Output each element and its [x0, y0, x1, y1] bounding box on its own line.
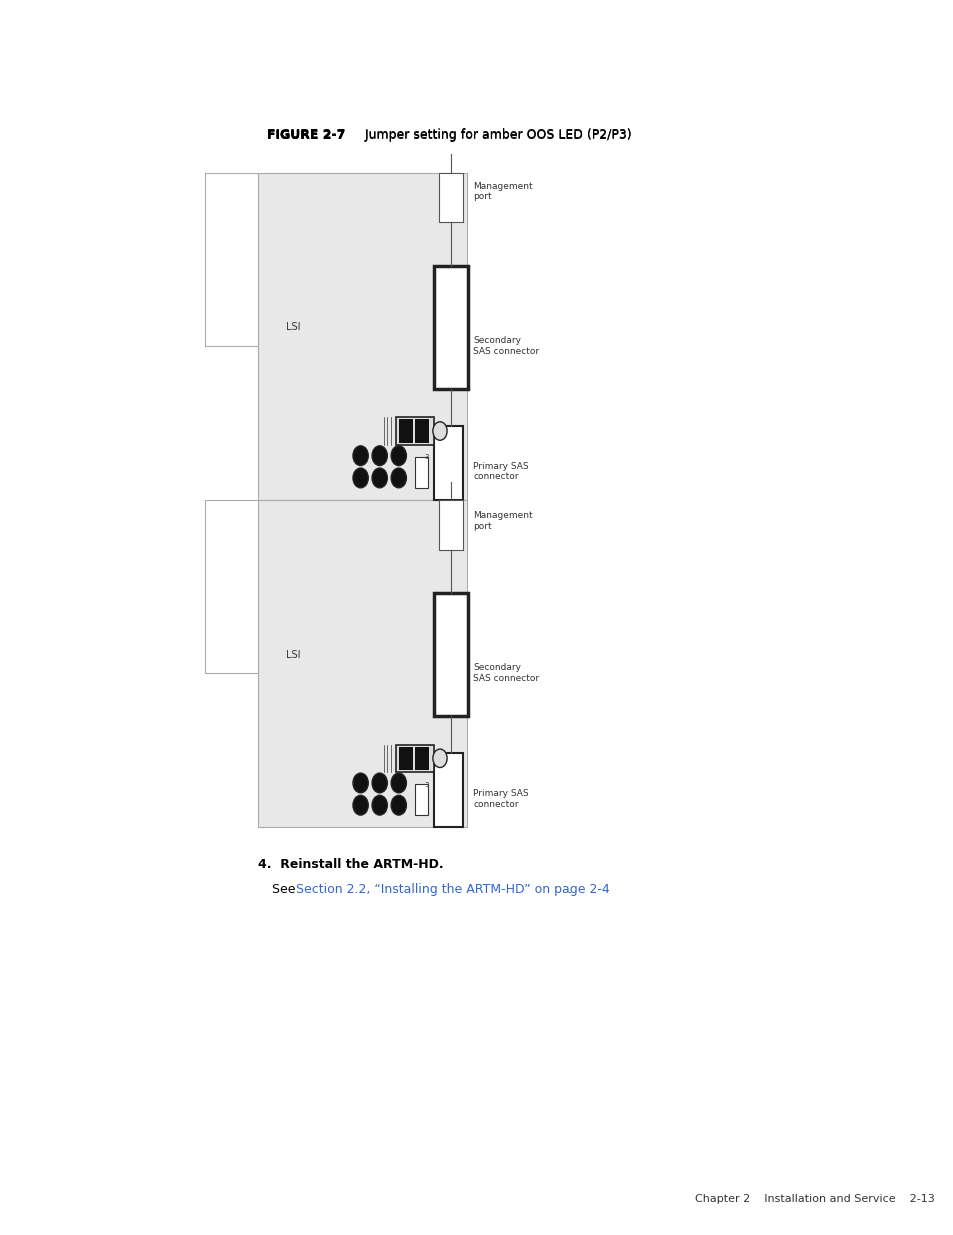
Circle shape — [372, 468, 387, 488]
Text: Chapter 2    Installation and Service    2-13: Chapter 2 Installation and Service 2-13 — [695, 1194, 934, 1204]
Text: Management
port: Management port — [473, 182, 532, 201]
Text: Management
port: Management port — [473, 511, 532, 531]
Circle shape — [353, 468, 368, 488]
Text: Primary SAS
connector: Primary SAS connector — [473, 462, 528, 482]
Circle shape — [372, 446, 387, 466]
Bar — [434, 426, 462, 500]
Text: 1: 1 — [399, 454, 403, 461]
Circle shape — [433, 422, 447, 440]
Circle shape — [353, 773, 368, 793]
Text: LSI: LSI — [286, 322, 300, 332]
Bar — [415, 420, 429, 442]
Bar — [434, 753, 462, 827]
Circle shape — [372, 773, 387, 793]
Circle shape — [353, 446, 368, 466]
Text: .: . — [567, 883, 571, 897]
Bar — [438, 500, 462, 550]
Bar — [395, 745, 434, 772]
Bar — [434, 593, 468, 716]
Text: Secondary
SAS connector: Secondary SAS connector — [473, 336, 538, 356]
Circle shape — [391, 773, 406, 793]
Bar — [205, 173, 257, 346]
Bar — [434, 266, 468, 389]
Text: See: See — [272, 883, 299, 897]
Text: 1: 1 — [399, 782, 403, 788]
Circle shape — [391, 468, 406, 488]
Text: Section 2.2, “Installing the ARTM-HD” on page 2-4: Section 2.2, “Installing the ARTM-HD” on… — [295, 883, 609, 897]
Text: 3: 3 — [424, 454, 428, 461]
Circle shape — [353, 795, 368, 815]
Bar — [415, 784, 428, 815]
Text: FIGURE 2-7: FIGURE 2-7 — [267, 127, 345, 141]
Bar — [438, 173, 462, 222]
Text: Jumper setting for amber OOS LED (P2/P3): Jumper setting for amber OOS LED (P2/P3) — [353, 127, 631, 141]
Bar — [398, 420, 413, 442]
Bar — [205, 500, 257, 673]
Bar — [257, 500, 467, 827]
Text: 3: 3 — [424, 782, 428, 788]
Text: FIGURE 2-7: FIGURE 2-7 — [267, 128, 345, 142]
Circle shape — [433, 750, 447, 767]
Text: LSI: LSI — [286, 650, 300, 659]
Text: Jumper setting for amber OOS LED (P2/P3): Jumper setting for amber OOS LED (P2/P3) — [353, 128, 631, 142]
Bar — [395, 417, 434, 445]
Text: Primary SAS
connector: Primary SAS connector — [473, 789, 528, 809]
Circle shape — [391, 795, 406, 815]
Circle shape — [391, 446, 406, 466]
Bar — [398, 747, 413, 769]
Text: Secondary
SAS connector: Secondary SAS connector — [473, 663, 538, 683]
Bar — [257, 173, 467, 500]
Text: FIGURE 2-7: FIGURE 2-7 — [267, 128, 345, 142]
Bar — [415, 747, 429, 769]
Text: 4.  Reinstall the ARTM-HD.: 4. Reinstall the ARTM-HD. — [257, 858, 443, 872]
Bar — [415, 457, 428, 488]
Circle shape — [372, 795, 387, 815]
